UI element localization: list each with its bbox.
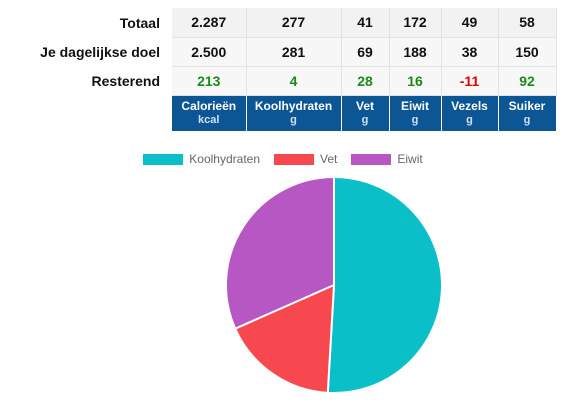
doel-vezels: 38 (441, 37, 499, 67)
legend-label: Koolhydraten (189, 152, 260, 166)
column-name: Eiwit (400, 99, 429, 114)
row-label-totaal: Totaal (119, 14, 160, 31)
column-unit: g (411, 114, 419, 127)
column-header-suiker: Suiker g (498, 95, 557, 131)
legend-item-eiwit[interactable]: Eiwit (351, 152, 423, 166)
doel-calorieen: 2.500 (172, 37, 247, 67)
column-header-koolhydraten: Koolhydraten g (246, 95, 342, 131)
macro-pie-chart (225, 175, 443, 394)
legend-label: Eiwit (397, 152, 423, 166)
column-name: Calorieën (181, 99, 237, 114)
resterend-vezels: -11 (441, 66, 499, 96)
totaal-suiker: 58 (498, 8, 557, 38)
column-header-vet: Vet g (341, 95, 390, 131)
pie-slice-eiwit[interactable] (225, 175, 335, 330)
row-resterend: Resterend 213 4 28 16 -11 92 (0, 66, 557, 96)
legend-item-koolhydraten[interactable]: Koolhydraten (143, 152, 260, 166)
column-header-eiwit: Eiwit g (389, 95, 442, 131)
legend-swatch (274, 153, 314, 165)
resterend-eiwit: 16 (389, 66, 442, 96)
column-name: Vezels (451, 99, 488, 114)
totaal-calorieen: 2.287 (172, 8, 247, 38)
chart-legend: Koolhydraten Vet Eiwit (0, 152, 566, 166)
column-header-vezels: Vezels g (441, 95, 499, 131)
legend-item-vet[interactable]: Vet (274, 152, 337, 166)
doel-suiker: 150 (498, 37, 557, 67)
totaal-vezels: 49 (441, 8, 499, 38)
column-unit: g (466, 114, 473, 127)
row-totaal: Totaal 2.287 277 41 172 49 58 (0, 8, 557, 38)
legend-swatch (143, 153, 184, 165)
column-name: Suiker (508, 99, 546, 114)
doel-vet: 69 (341, 37, 390, 67)
column-header-calorieen: Calorieën kcal (172, 95, 247, 131)
pie-slice-koolhydraten[interactable] (326, 175, 443, 394)
legend-label: Vet (320, 152, 338, 166)
nutrition-summary-table: Totaal 2.287 277 41 172 49 58 Je dagelij… (0, 8, 557, 131)
totaal-koolhydraten: 277 (246, 8, 342, 38)
resterend-calorieen: 213 (172, 66, 247, 96)
resterend-koolhydraten: 4 (246, 66, 342, 96)
column-unit: kcal (198, 114, 220, 127)
doel-koolhydraten: 281 (246, 37, 342, 67)
resterend-vet: 28 (341, 66, 390, 96)
row-dagelijkse-doel: Je dagelijkse doel 2.500 281 69 188 38 1… (0, 37, 557, 67)
doel-eiwit: 188 (389, 37, 442, 67)
column-unit: g (523, 114, 531, 127)
column-name: Koolhydraten (254, 99, 333, 114)
resterend-suiker: 92 (498, 66, 557, 96)
totaal-vet: 41 (341, 8, 390, 38)
column-unit: g (290, 114, 297, 127)
pie-slice-vet[interactable] (233, 283, 336, 394)
column-name: Vet (355, 99, 374, 114)
row-label-dagelijkse-doel: Je dagelijkse doel (40, 43, 160, 60)
legend-swatch (351, 153, 392, 165)
column-header-row: Calorieën kcal Koolhydraten g Vet g Eiwit g … (0, 95, 557, 131)
column-unit: g (361, 114, 369, 127)
row-label-resterend: Resterend (91, 72, 160, 89)
totaal-eiwit: 172 (389, 8, 442, 38)
